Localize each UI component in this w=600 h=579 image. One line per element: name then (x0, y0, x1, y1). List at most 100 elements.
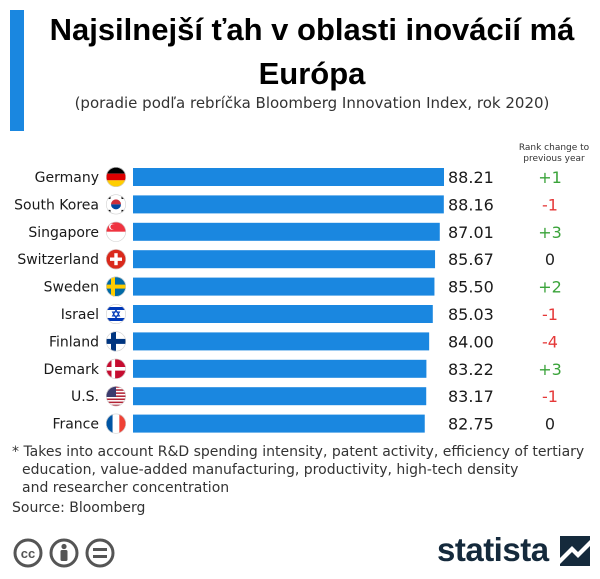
stripe (106, 307, 126, 310)
value-label: 85.67 (448, 250, 494, 269)
rank-change-label: -1 (542, 195, 558, 214)
rank-change-label: 0 (545, 250, 555, 269)
bar-row: Germany 88.21 +1 (35, 167, 562, 187)
israel-flag-icon-fill (106, 304, 126, 324)
category-label: South Korea (14, 197, 99, 213)
stripe (106, 398, 126, 401)
category-label: Finland (49, 334, 99, 350)
bar (133, 277, 435, 296)
category-label: Israel (61, 307, 99, 323)
accent-bar (10, 10, 24, 131)
singapore-flag-icon-fill (106, 221, 126, 242)
us-flag-icon (106, 386, 127, 407)
category-label: France (52, 417, 99, 433)
singapore-flag-icon (106, 221, 127, 242)
star (111, 309, 121, 319)
bar-chart: Germany 88.21 +1 South Korea 88.16 -1 Singapor… (14, 167, 562, 434)
denmark-flag-icon (106, 358, 127, 379)
bar-row: Singapore 87.01 +3 (28, 221, 562, 242)
rank-change-label: +1 (538, 168, 562, 187)
bar (133, 387, 427, 406)
cross (111, 358, 116, 379)
stripe (106, 318, 126, 321)
rank-change-label: -1 (542, 305, 558, 324)
bar-row: Switzerland 85.67 0 (17, 249, 555, 269)
value-label: 87.01 (448, 223, 494, 242)
sweden-flag-icon-outline (106, 276, 127, 297)
canton (106, 386, 116, 397)
cross (111, 276, 115, 297)
footnote-line-3: and researcher concentration (22, 480, 230, 496)
bar-row: U.S. 83.17 -1 (71, 386, 558, 406)
switzerland-flag-icon-outline (106, 249, 127, 270)
value-label: 85.03 (448, 305, 494, 324)
france-flag-icon-outline (106, 413, 127, 434)
bar (133, 195, 444, 214)
bar (133, 222, 440, 241)
stripe (106, 221, 126, 232)
logo-text: statista (437, 531, 549, 568)
bar-row: France 82.75 0 (52, 413, 555, 434)
bar-row: Finland 84.00 -4 (49, 331, 558, 352)
rank-change-label: 0 (545, 415, 555, 434)
germany-flag-icon (106, 167, 127, 187)
bar (133, 414, 425, 433)
stripe (106, 180, 126, 187)
chart-title: Najsilnejší ťah v oblasti inovácií má Eu… (34, 8, 590, 96)
finland-flag-icon-outline (106, 331, 127, 352)
stripe (106, 404, 126, 407)
stripe (112, 413, 120, 434)
stripe (106, 173, 126, 181)
crescent-cut (110, 224, 116, 230)
category-label: Singapore (28, 225, 99, 241)
no-derivatives-icon[interactable] (85, 538, 115, 568)
rank-change-label: +3 (538, 360, 562, 379)
taeguk-bottom (111, 204, 121, 210)
rank-header-line-1: Rank change to (518, 143, 590, 153)
stripe (106, 401, 126, 404)
finland-flag-icon (106, 331, 127, 352)
cross (110, 257, 122, 261)
rank-change-label: -4 (542, 332, 558, 351)
category-label: Sweden (44, 280, 99, 296)
bar (133, 359, 427, 378)
rank-change-header: Rank change to previous year (508, 143, 600, 165)
attribution-icon[interactable] (49, 538, 79, 568)
chart-subtitle: (poradie podľa rebríčka Bloomberg Innova… (74, 94, 550, 112)
title-line-1: Najsilnejší ťah v oblasti inovácií má (49, 12, 575, 47)
category-label: Switzerland (17, 252, 99, 268)
bar-row: Israel 85.03 -1 (61, 304, 558, 325)
bar (133, 305, 433, 323)
cross (106, 367, 126, 371)
germany-flag-icon-fill (106, 167, 126, 187)
rank-header-line-2: previous year (523, 154, 585, 164)
israel-flag-icon (106, 304, 127, 325)
denmark-flag-icon-outline (106, 358, 127, 379)
finland-flag-icon-fill (106, 331, 126, 352)
bar (133, 250, 436, 269)
france-flag-icon-fill (106, 413, 126, 434)
cross (111, 331, 116, 352)
stripe (106, 413, 113, 434)
stripe (119, 413, 126, 434)
title-line-2: Európa (258, 56, 366, 91)
bar (133, 332, 430, 351)
bar-row: Demark 83.22 +3 (44, 358, 562, 379)
rank-change-label: +3 (538, 223, 562, 242)
stripe (106, 167, 126, 174)
category-label: Germany (35, 170, 99, 186)
taeguk-top (111, 199, 121, 205)
stripe (106, 231, 126, 242)
cross (106, 284, 126, 289)
source-label: Source: Bloomberg (12, 500, 146, 516)
footnote-line-1: * Takes into account R&D spending intens… (12, 444, 585, 460)
germany-flag-icon-outline (106, 167, 127, 187)
category-label: U.S. (71, 389, 99, 405)
south-korea-flag-icon (106, 194, 127, 215)
value-label: 82.75 (448, 415, 494, 434)
south-korea-flag-icon-outline (106, 194, 127, 215)
france-flag-icon (106, 413, 127, 434)
switzerland-flag-icon-fill (106, 249, 126, 270)
creative-commons-icon[interactable]: cc (13, 538, 43, 568)
us-flag-icon-fill (106, 386, 126, 407)
